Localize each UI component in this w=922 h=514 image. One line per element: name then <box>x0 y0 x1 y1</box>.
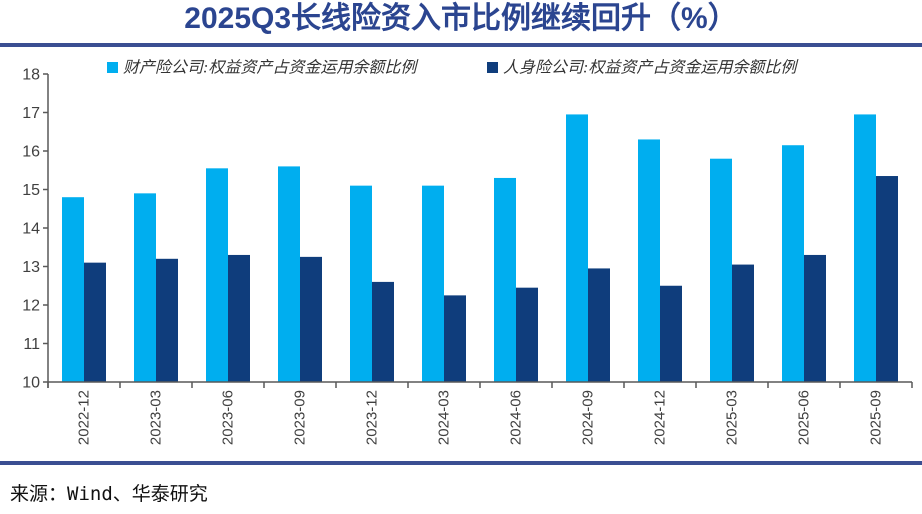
x-tick-label-2023-12: 2023-12 <box>364 390 381 445</box>
y-tick-label-13: 13 <box>22 259 40 276</box>
legend-swatch-1 <box>107 62 118 73</box>
bar-property-2024-09 <box>566 114 588 383</box>
bar-property-2023-06 <box>206 168 228 382</box>
chart-title: 2025Q3长线险资入市比例继续回升（%） <box>184 2 738 35</box>
x-tick-label-2025-09: 2025-09 <box>868 390 885 445</box>
y-tick-label-10: 10 <box>22 375 40 392</box>
legend-label-2: 人身险公司:权益资产占资金运用余额比例 <box>503 59 799 77</box>
x-tick-label-2024-12: 2024-12 <box>652 390 669 445</box>
y-tick-label-11: 11 <box>23 336 40 353</box>
bar-life-2023-03 <box>156 258 178 382</box>
x-tick-label-2024-09: 2024-09 <box>580 390 597 445</box>
x-tick-label-2023-06: 2023-06 <box>220 390 237 445</box>
y-tick-label-17: 17 <box>22 105 40 122</box>
title-divider-rule <box>0 43 922 47</box>
bar-life-2025-03 <box>732 264 754 382</box>
y-tick-label-15: 15 <box>22 182 40 199</box>
x-tick-label-2024-06: 2024-06 <box>508 390 525 445</box>
bar-property-2024-12 <box>638 139 660 382</box>
bar-property-2025-03 <box>710 158 732 382</box>
bar-life-2022-12 <box>84 262 106 382</box>
x-tick-label-2023-09: 2023-09 <box>292 390 309 445</box>
legend-label-1: 财产险公司:权益资产占资金运用余额比例 <box>123 59 419 77</box>
bar-property-2025-09 <box>854 114 876 383</box>
bar-life-2023-06 <box>228 254 250 382</box>
x-tick-label-2022-12: 2022-12 <box>76 390 93 445</box>
source-note: 来源：Wind、华泰研究 <box>10 483 208 505</box>
y-tick-label-18: 18 <box>22 67 40 84</box>
bar-life-2025-06 <box>804 254 826 382</box>
bar-life-2024-06 <box>516 287 538 382</box>
y-tick-label-12: 12 <box>22 298 40 315</box>
legend-swatch-2 <box>487 62 498 73</box>
y-tick-label-14: 14 <box>22 221 40 238</box>
y-tick-label-16: 16 <box>22 144 40 161</box>
bar-property-2023-12 <box>350 185 372 382</box>
bar-life-2025-09 <box>876 176 898 382</box>
bar-property-2023-03 <box>134 193 156 382</box>
bar-property-2024-06 <box>494 177 516 382</box>
bar-property-2023-09 <box>278 166 300 382</box>
x-tick-label-2024-03: 2024-03 <box>436 390 453 445</box>
bar-life-2023-12 <box>372 281 394 382</box>
x-tick-label-2025-06: 2025-06 <box>796 390 813 445</box>
bar-property-2024-03 <box>422 185 444 382</box>
x-tick-label-2025-03: 2025-03 <box>724 390 741 445</box>
x-tick-label-2023-03: 2023-03 <box>148 390 165 445</box>
bar-property-2022-12 <box>62 197 84 382</box>
bar-life-2024-09 <box>588 268 610 382</box>
bar-chart: 财产险公司:权益资产占资金运用余额比例 人身险公司:权益资产占资金运用余额比例 10… <box>22 59 913 445</box>
bar-life-2023-09 <box>300 256 322 382</box>
bottom-divider-rule <box>0 461 922 465</box>
bar-property-2025-06 <box>782 145 804 382</box>
bar-life-2024-12 <box>660 285 682 382</box>
bar-life-2024-03 <box>444 295 466 382</box>
